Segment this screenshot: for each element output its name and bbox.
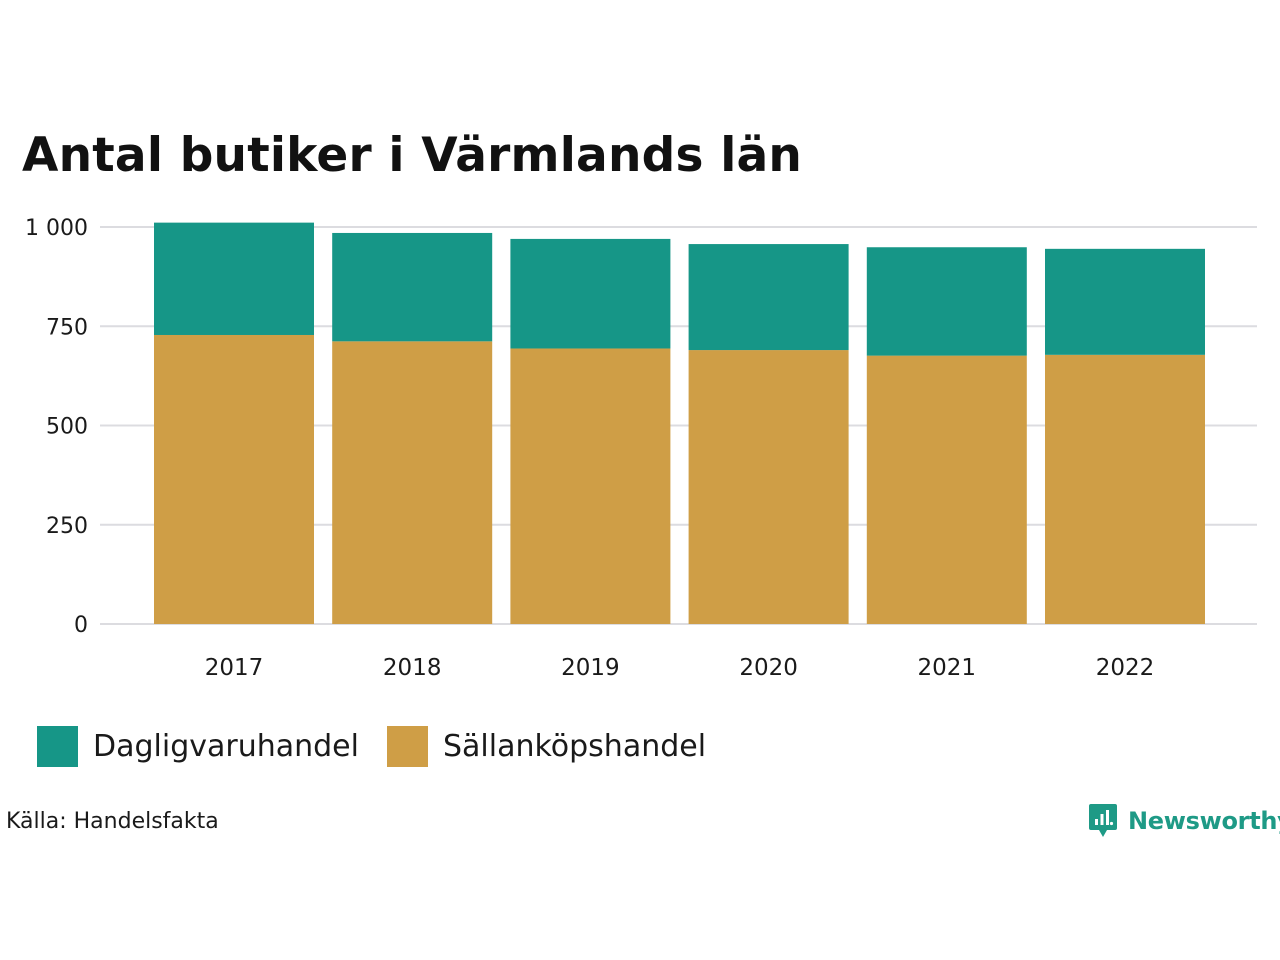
x-tick-label: 2020: [739, 655, 798, 681]
bar-dagligvaruhandel-2020: [688, 244, 849, 351]
brand-logo: Newsworthy: [1088, 802, 1280, 840]
bars: [154, 222, 1205, 624]
bar-sällanköpshandel-2021: [866, 355, 1027, 624]
bar-sällanköpshandel-2018: [332, 341, 493, 624]
brand-name: Newsworthy: [1128, 807, 1280, 835]
legend-swatch: [386, 726, 428, 767]
x-tick-label: 2017: [205, 655, 264, 681]
source-note: Källa: Handelsfakta: [6, 809, 219, 834]
bar-sällanköpshandel-2020: [688, 350, 849, 624]
x-axis-ticks: 2017 2018 2019 2020 2021 2022: [205, 655, 1155, 681]
bar-sällanköpshandel-2022: [1045, 354, 1205, 624]
bar-dagligvaruhandel-2018: [332, 232, 493, 342]
x-tick-label: 2021: [918, 655, 977, 681]
bar-dagligvaruhandel-2017: [154, 222, 314, 335]
chart-title: Antal butiker i Värmlands län: [22, 128, 803, 183]
y-tick-label: 1 000: [25, 216, 88, 241]
y-axis-ticks: 0 250 500 750 1 000: [25, 216, 88, 638]
y-tick-label: 750: [46, 315, 88, 340]
bar-dagligvaruhandel-2021: [866, 247, 1027, 356]
bar-sällanköpshandel-2017: [154, 334, 314, 624]
bar-dagligvaruhandel-2022: [1045, 248, 1205, 355]
x-tick-label: 2019: [561, 655, 620, 681]
bar-dagligvaruhandel-2019: [510, 238, 671, 349]
legend-item-dagligvaruhandel: Dagligvaruhandel: [37, 726, 359, 767]
x-tick-label: 2018: [383, 655, 442, 681]
x-tick-label: 2022: [1096, 655, 1155, 681]
legend-label: Dagligvaruhandel: [93, 729, 359, 764]
legend-label: Sällanköpshandel: [442, 729, 707, 764]
bar-sällanköpshandel-2019: [510, 348, 671, 624]
legend-swatch: [37, 726, 78, 767]
y-tick-label: 250: [46, 514, 88, 539]
legend: Dagligvaruhandel Sällanköpshandel: [37, 726, 734, 767]
stacked-bar-chart: 0 250 500 750 1 000 2017 2018 2019 2020 2021 2022: [25, 216, 1257, 681]
newsworthy-logo-icon: [1089, 804, 1117, 837]
y-tick-label: 500: [46, 415, 88, 440]
legend-item-sallankopshandel: Sällanköpshandel: [386, 726, 707, 767]
y-tick-label: 0: [74, 613, 88, 638]
